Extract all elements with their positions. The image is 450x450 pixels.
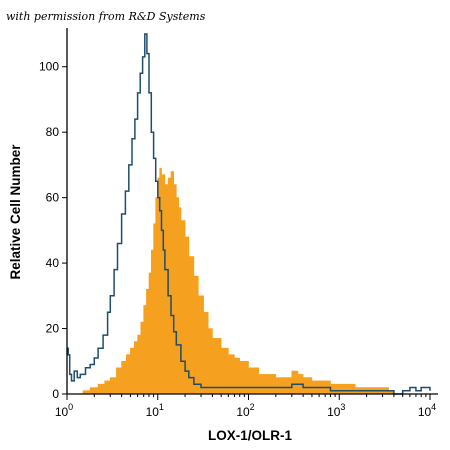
y-tick-label: 60 bbox=[46, 191, 60, 205]
x-tick-label: 102 bbox=[236, 402, 254, 419]
y-axis-ticks: 0 20 40 60 80 100 bbox=[39, 60, 67, 401]
y-tick-label: 20 bbox=[46, 322, 60, 336]
x-axis-ticks: 100 101 102 103 104 bbox=[55, 394, 436, 419]
plot-area bbox=[67, 33, 431, 395]
y-tick-label: 40 bbox=[46, 256, 60, 270]
x-tick-label: 100 bbox=[55, 402, 73, 419]
y-tick-label: 100 bbox=[39, 60, 59, 74]
outline-histogram bbox=[67, 33, 431, 395]
x-tick-label: 104 bbox=[418, 402, 436, 419]
y-axis-title: Relative Cell Number bbox=[8, 144, 23, 280]
credit-text: with permission from R&D Systems bbox=[6, 10, 206, 23]
y-tick-label: 0 bbox=[52, 387, 59, 401]
x-axis-title: LOX-1/OLR-1 bbox=[208, 428, 292, 443]
y-tick-label: 80 bbox=[46, 125, 60, 139]
x-tick-label: 103 bbox=[327, 402, 345, 419]
filled-histogram bbox=[82, 167, 395, 395]
x-tick-label: 101 bbox=[146, 402, 164, 419]
